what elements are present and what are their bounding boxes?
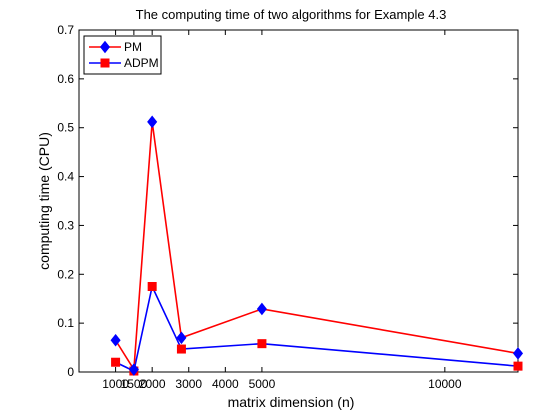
x-tick-label: 1000 (102, 377, 129, 391)
legend-marker-pm (99, 40, 111, 54)
legend-marker-adpm (100, 58, 110, 68)
y-tick-label: 0.6 (57, 72, 74, 86)
y-tick-label: 0.4 (57, 170, 74, 184)
y-tick-label: 0.5 (57, 121, 74, 135)
data-point-adpm (111, 357, 121, 367)
series-line-pm (114, 121, 519, 373)
y-tick-label: 0.2 (57, 267, 74, 281)
y-tick-label: 0.7 (57, 23, 74, 37)
data-point-adpm (147, 282, 157, 291)
y-tick-label: 0.1 (57, 316, 74, 330)
data-point-pm (176, 331, 187, 345)
data-point-pm (147, 115, 158, 129)
series-layer (110, 115, 524, 376)
y-tick-label: 0 (67, 365, 74, 379)
y-axis: 0 0.1 0.2 0.3 0.4 0.5 0.6 0.7 (57, 23, 518, 379)
data-point-adpm (257, 339, 267, 349)
legend-label-adpm: ADPM (124, 56, 159, 70)
data-point-adpm (176, 344, 186, 354)
y-tick-label: 0.3 (57, 218, 74, 232)
data-point-pm (110, 333, 121, 347)
x-tick-label: 1500 (121, 377, 148, 391)
data-point-pm (128, 363, 139, 376)
x-tick-label: 4000 (212, 377, 239, 391)
y-axis-label: computing time (CPU) (36, 132, 52, 270)
chart-title: The computing time of two algorithms for… (136, 7, 447, 22)
x-tick-label: 10000 (428, 377, 462, 391)
legend: PM ADPM (83, 35, 162, 75)
x-tick-label: 5000 (249, 377, 276, 391)
x-axis-label: matrix dimension (n) (228, 394, 355, 410)
legend-label-pm: PM (124, 40, 142, 54)
x-tick-label: 2000 (139, 377, 166, 391)
legend-frame (83, 35, 162, 75)
data-point-adpm (513, 361, 523, 371)
data-point-pm (256, 302, 267, 316)
data-point-pm (512, 347, 524, 360)
x-tick-label: 3000 (175, 377, 202, 391)
